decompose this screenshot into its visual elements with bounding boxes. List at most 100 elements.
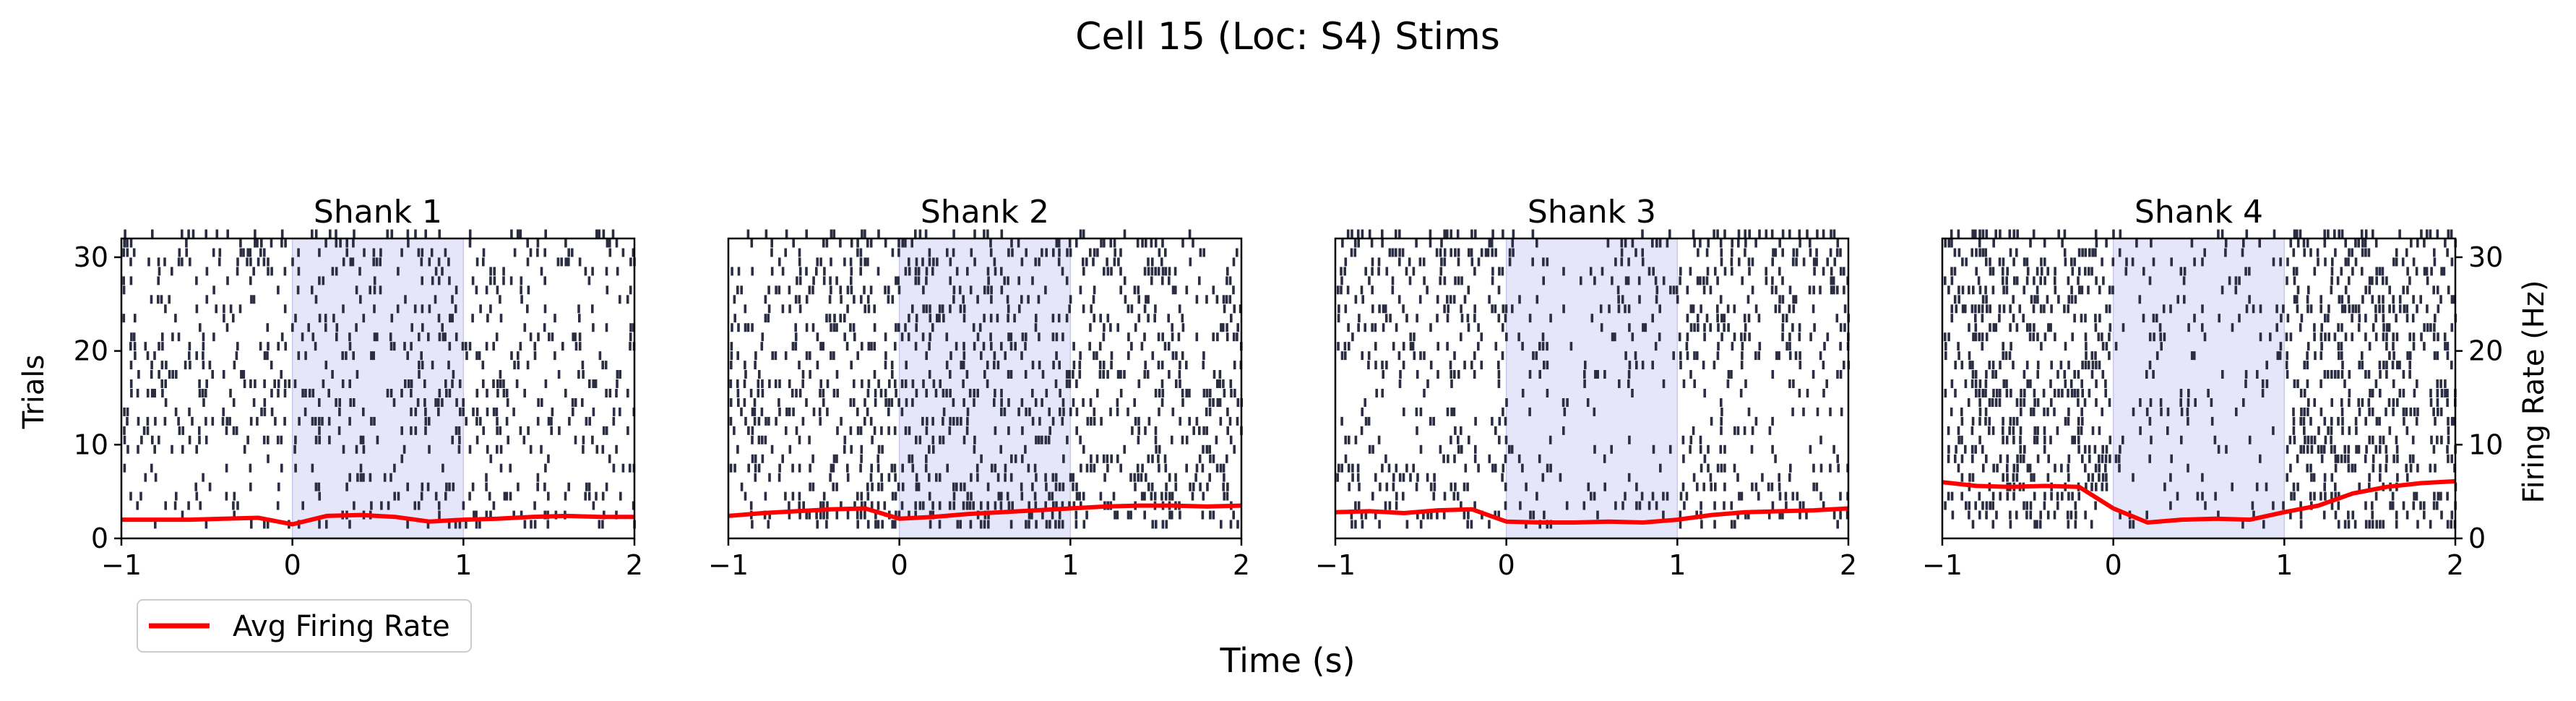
spike-mark <box>267 257 270 267</box>
spike-mark <box>1975 267 1978 276</box>
spike-mark <box>1000 285 1004 295</box>
spike-mark <box>1774 454 1777 463</box>
spike-mark <box>451 295 454 304</box>
spike-mark <box>1992 323 1996 332</box>
spike-mark <box>1058 361 1061 370</box>
spike-mark <box>150 370 153 379</box>
spike-mark <box>211 370 214 379</box>
spike-mark <box>856 426 860 435</box>
spike-mark <box>1812 304 1815 314</box>
spike-mark <box>962 379 965 388</box>
spike-mark <box>2334 482 2337 491</box>
spike-mark <box>976 389 979 397</box>
spike-mark <box>2364 370 2367 379</box>
spike-mark <box>1113 510 1116 520</box>
spike-mark <box>581 361 585 370</box>
spike-mark <box>1504 482 1507 491</box>
spike-mark <box>1774 248 1778 257</box>
spike-mark <box>949 257 952 267</box>
spike-mark <box>832 463 835 473</box>
spike-mark <box>1950 229 1953 238</box>
spike-mark <box>1981 229 1985 238</box>
spike-mark <box>2446 520 2450 529</box>
spike-mark <box>293 379 297 388</box>
spike-mark <box>798 491 801 501</box>
spike-mark <box>404 295 407 304</box>
spike-mark <box>1045 482 1048 491</box>
spike-mark <box>238 304 242 314</box>
spike-mark <box>757 463 761 473</box>
spike-mark <box>2080 379 2083 388</box>
spike-mark <box>1415 238 1418 248</box>
spike-mark <box>2423 342 2426 351</box>
spike-mark <box>270 361 273 370</box>
spike-mark <box>2398 304 2402 314</box>
spike-mark <box>2432 285 2435 295</box>
spike-mark <box>356 370 359 379</box>
spike-mark <box>915 314 918 323</box>
spike-mark <box>441 398 444 407</box>
spike-mark <box>751 435 754 444</box>
spike-mark <box>2275 304 2278 314</box>
spike-mark <box>2340 342 2343 351</box>
spike-mark <box>572 407 574 416</box>
spike-mark <box>973 389 975 397</box>
spike-mark <box>273 379 276 388</box>
spike-mark <box>1061 501 1064 510</box>
spike-mark <box>949 351 952 361</box>
spike-mark <box>2423 238 2426 248</box>
spike-mark <box>1137 426 1140 435</box>
spike-mark <box>887 295 890 304</box>
spike-mark <box>146 416 150 426</box>
spike-mark <box>492 501 496 510</box>
spike-mark <box>770 248 773 257</box>
spike-mark <box>519 426 522 435</box>
spike-mark <box>936 314 939 323</box>
spike-mark <box>983 520 986 529</box>
spike-mark <box>962 398 965 407</box>
spike-mark <box>1799 361 1802 370</box>
spike-mark <box>1843 304 1847 314</box>
spike-mark <box>1611 332 1614 342</box>
spike-mark <box>2302 416 2306 426</box>
spike-mark <box>746 229 750 238</box>
spike-mark <box>2043 332 2047 342</box>
spike-mark <box>612 463 616 473</box>
spike-mark <box>2307 398 2310 407</box>
spike-mark <box>551 332 554 342</box>
spike-mark <box>1720 257 1723 267</box>
spike-mark <box>1412 267 1416 276</box>
spike-mark <box>1999 229 2002 238</box>
spike-mark <box>2322 444 2326 454</box>
spike-mark <box>1090 416 1093 426</box>
spike-mark <box>1113 248 1116 257</box>
spike-mark <box>2432 444 2436 454</box>
spike-mark <box>1037 295 1041 304</box>
spike-mark <box>601 520 604 529</box>
spike-mark <box>1494 342 1498 351</box>
spike-mark <box>1011 501 1014 510</box>
spike-mark <box>2426 323 2429 332</box>
spike-mark <box>2094 463 2098 473</box>
spike-mark <box>134 351 137 361</box>
spike-mark <box>1041 370 1045 379</box>
spike-mark <box>1467 510 1470 520</box>
spike-mark <box>1616 285 1620 295</box>
spike-mark <box>2344 238 2347 248</box>
spike-mark <box>1819 285 1822 295</box>
spike-mark <box>1351 229 1353 238</box>
spike-mark <box>1781 510 1784 520</box>
spike-mark <box>1788 473 1791 482</box>
spike-mark <box>2077 416 2080 426</box>
spike-mark <box>1405 520 1409 529</box>
spike-mark <box>1419 520 1423 529</box>
spike-mark <box>242 370 246 379</box>
spike-mark <box>908 426 911 435</box>
spike-mark <box>784 248 787 257</box>
spike-mark <box>1419 351 1422 361</box>
spike-mark <box>1100 238 1103 248</box>
spike-mark <box>1106 257 1108 267</box>
spike-mark <box>966 416 969 426</box>
spike-mark <box>1832 285 1835 295</box>
spike-mark <box>540 444 543 454</box>
